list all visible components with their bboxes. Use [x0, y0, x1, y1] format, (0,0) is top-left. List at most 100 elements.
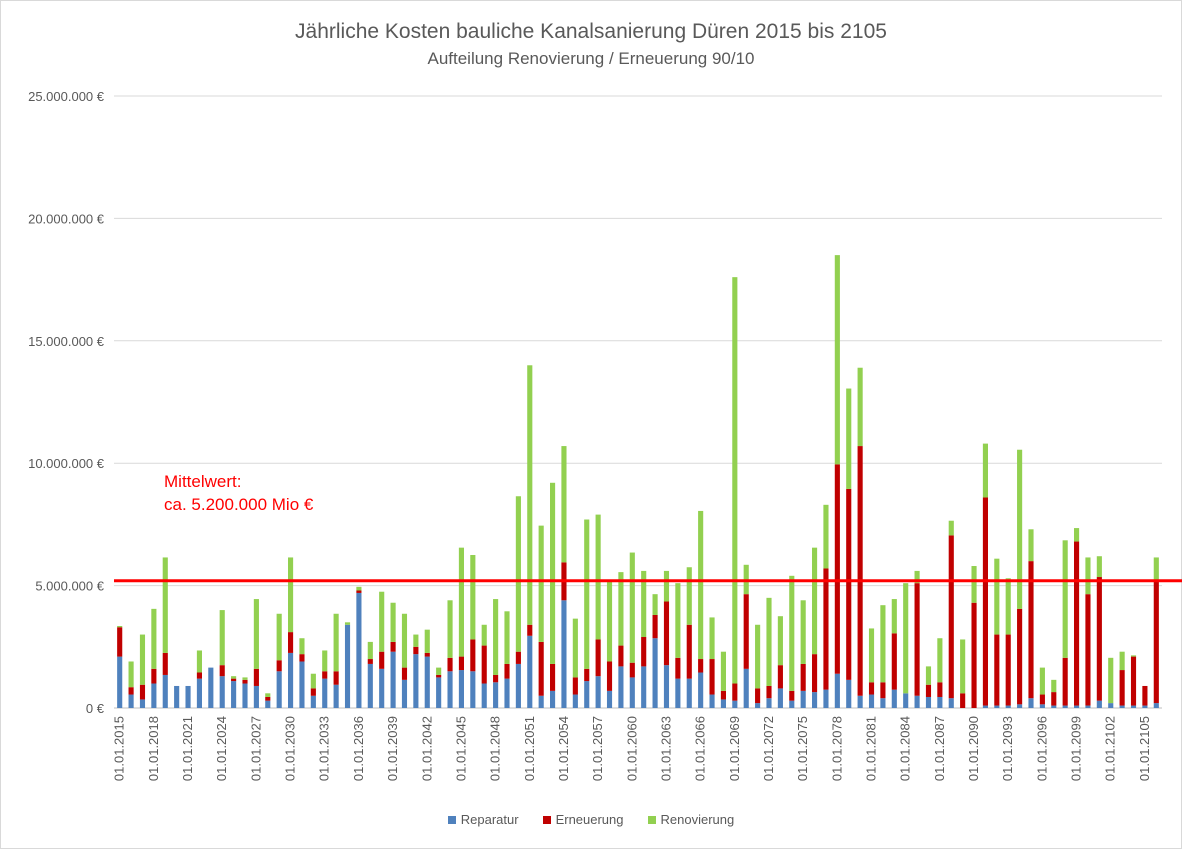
- bar-segment-renovierung: [413, 634, 419, 647]
- bar-segment-renovierung: [720, 651, 726, 691]
- bar-segment-reparatur: [618, 666, 624, 708]
- bar-segment-renovierung: [242, 677, 248, 680]
- bar-segment-reparatur: [401, 679, 408, 708]
- bar-segment-renovierung: [538, 525, 544, 642]
- bar-segment-reparatur: [493, 682, 499, 708]
- bar-segment-erneuerung: [880, 682, 886, 699]
- bar-segment-renovierung: [356, 586, 362, 591]
- bar-segment-erneuerung: [629, 662, 635, 678]
- bar-segment-renovierung: [379, 591, 385, 652]
- bar-segment-erneuerung: [162, 652, 168, 675]
- bar-segment-erneuerung: [470, 639, 476, 672]
- bar-segment-erneuerung: [117, 627, 123, 657]
- bar-segment-renovierung: [117, 625, 123, 628]
- bar-segment-erneuerung: [310, 688, 316, 696]
- bar-segment-renovierung: [231, 676, 237, 679]
- bar-segment-reparatur: [333, 684, 339, 708]
- y-tick-label: 25.000.000 €: [28, 89, 105, 104]
- x-tick-label: 01.01.2021: [180, 716, 195, 781]
- bar-segment-erneuerung: [595, 639, 601, 677]
- y-tick-label: 0 €: [86, 701, 105, 716]
- bar-segment-erneuerung: [572, 677, 578, 695]
- bar-segment-renovierung: [606, 580, 613, 662]
- bar-segment-erneuerung: [766, 685, 772, 699]
- bar-segment-reparatur: [322, 678, 328, 708]
- bar-segment-erneuerung: [1051, 692, 1057, 706]
- bar-segment-reparatur: [504, 678, 510, 708]
- bar-segment-reparatur: [777, 688, 783, 708]
- bar-segment-erneuerung: [242, 679, 248, 684]
- bar-segment-renovierung: [504, 611, 510, 664]
- bar-segment-renovierung: [527, 365, 533, 625]
- bar-segment-erneuerung: [743, 594, 749, 669]
- x-tick-label: 01.01.2078: [829, 716, 844, 781]
- bar-segment-reparatur: [196, 678, 202, 708]
- bar-segment-renovierung: [424, 629, 430, 653]
- bar-segment-reparatur: [709, 694, 715, 708]
- bar-segment-erneuerung: [812, 654, 818, 693]
- chart-title: Jährliche Kosten bauliche Kanalsanierung…: [295, 20, 887, 43]
- bar-segment-erneuerung: [276, 660, 282, 672]
- bar-segment-renovierung: [675, 583, 681, 658]
- bar-segment-reparatur: [265, 700, 271, 708]
- bar-segment-renovierung: [390, 602, 396, 642]
- bar-segment-renovierung: [436, 667, 442, 675]
- bar-segment-renovierung: [1017, 449, 1023, 609]
- bar-segment-reparatur: [675, 678, 681, 708]
- bar-segment-erneuerung: [789, 690, 795, 701]
- bar-segment-erneuerung: [720, 690, 726, 700]
- bar-segment-reparatur: [538, 695, 544, 708]
- bar-segment-reparatur: [652, 638, 658, 708]
- bar-segment-renovierung: [344, 622, 351, 625]
- bar-segment-reparatur: [572, 694, 578, 708]
- bar-segment-renovierung: [868, 628, 875, 683]
- bar-segment-erneuerung: [515, 651, 521, 664]
- bar-segment-erneuerung: [925, 684, 932, 697]
- bar-segment-erneuerung: [253, 668, 259, 686]
- mean-annotation-line1: Mittelwert:: [164, 471, 242, 491]
- bar-segment-erneuerung: [333, 671, 339, 685]
- bar-segment-erneuerung: [390, 641, 396, 652]
- bar-segment-reparatur: [299, 661, 305, 708]
- bar-segment-erneuerung: [960, 693, 966, 708]
- bar-segment-renovierung: [299, 638, 305, 655]
- bar-segment-reparatur: [891, 689, 897, 708]
- bar-segment-erneuerung: [709, 659, 715, 695]
- bar-segment-erneuerung: [686, 624, 692, 679]
- bar-segment-erneuerung: [823, 568, 829, 690]
- bar-segment-reparatur: [515, 663, 521, 708]
- bar-segment-renovierung: [709, 617, 715, 660]
- bar-segment-renovierung: [310, 673, 316, 689]
- bar-segment-reparatur: [755, 703, 761, 708]
- bar-segment-erneuerung: [1142, 685, 1148, 706]
- bar-segment-erneuerung: [937, 682, 943, 697]
- bar-segment-erneuerung: [1062, 657, 1068, 706]
- bar-segment-erneuerung: [1096, 577, 1102, 701]
- bar-segment-erneuerung: [447, 657, 453, 672]
- bar-segment-renovierung: [857, 367, 863, 447]
- bar-segment-erneuerung: [1028, 561, 1034, 699]
- bar-segment-erneuerung: [846, 488, 852, 680]
- bar-segment-renovierung: [595, 514, 601, 640]
- bar-segment-erneuerung: [891, 633, 897, 690]
- bar-segment-renovierung: [196, 650, 202, 673]
- bar-segment-renovierung: [812, 547, 818, 655]
- bar-segment-reparatur: [185, 685, 191, 708]
- bar-segment-renovierung: [447, 600, 453, 658]
- bar-segment-erneuerung: [1005, 634, 1011, 706]
- legend-swatch-erneuerung: [542, 815, 551, 824]
- legend-item-erneuerung: Erneuerung: [542, 812, 624, 827]
- x-tick-label: 01.01.2045: [453, 716, 468, 781]
- bar-segment-erneuerung: [584, 668, 590, 682]
- bar-segment-reparatur: [937, 696, 943, 708]
- bar-segment-reparatur: [1085, 705, 1091, 708]
- bar-segment-reparatur: [857, 695, 863, 708]
- bar-segment-erneuerung: [288, 632, 294, 653]
- bar-segment-reparatur: [436, 677, 442, 708]
- bar-segment-reparatur: [356, 592, 362, 708]
- x-tick-label: 01.01.2069: [727, 716, 742, 781]
- bar-segment-erneuerung: [504, 663, 510, 679]
- x-tick-label: 01.01.2018: [146, 716, 161, 781]
- bar-segment-renovierung: [1028, 529, 1034, 562]
- bar-segment-renovierung: [652, 594, 658, 615]
